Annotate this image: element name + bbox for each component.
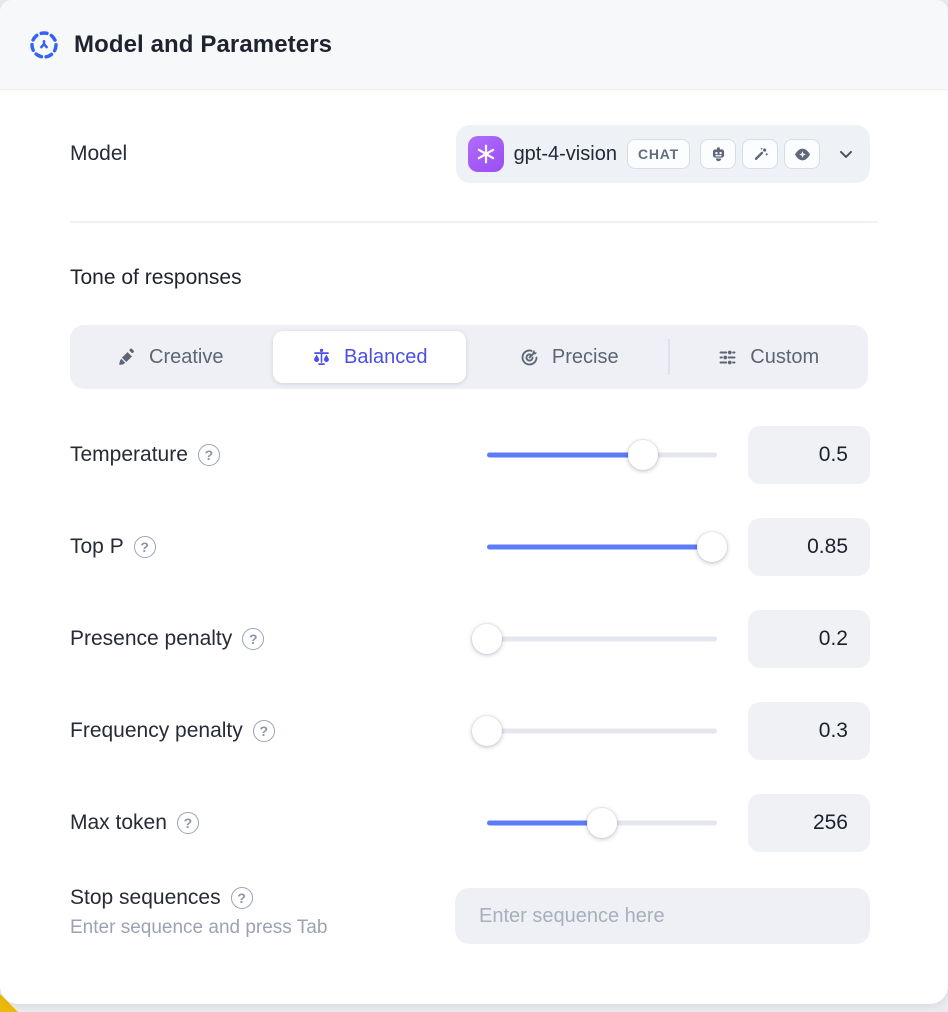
tone-tab-label: Creative xyxy=(149,345,224,368)
param-slider[interactable] xyxy=(487,440,717,470)
sliders-icon xyxy=(717,347,738,368)
param-row-frequency-penalty: Frequency penalty? 0.3 xyxy=(70,702,870,760)
param-row-temperature: Temperature? 0.5 xyxy=(70,426,870,484)
param-value[interactable]: 0.5 xyxy=(748,426,870,484)
slider-fill xyxy=(487,820,602,826)
param-row-presence-penalty: Presence penalty? 0.2 xyxy=(70,610,870,668)
tone-tab-creative[interactable]: Creative xyxy=(73,331,267,383)
tone-tab-custom[interactable]: Custom xyxy=(667,331,866,383)
paintbrush-icon xyxy=(116,347,137,368)
model-label: Model xyxy=(70,142,128,165)
help-icon[interactable]: ? xyxy=(197,444,220,466)
tone-tab-precise[interactable]: Precise xyxy=(472,331,666,383)
param-label: Frequency penalty xyxy=(70,719,243,742)
slider-thumb[interactable] xyxy=(697,532,728,562)
param-label: Presence penalty xyxy=(70,627,233,650)
slider-track[interactable] xyxy=(487,636,717,642)
tone-tab-label: Balanced xyxy=(344,345,428,368)
help-icon[interactable]: ? xyxy=(230,887,253,909)
param-value[interactable]: 0.2 xyxy=(748,610,870,668)
slider-thumb[interactable] xyxy=(472,624,502,654)
param-label: Max token xyxy=(70,811,167,834)
model-select-dropdown[interactable]: gpt-4-vision CHAT xyxy=(455,125,870,183)
param-value[interactable]: 0.3 xyxy=(748,702,870,760)
selected-model-name: gpt-4-vision xyxy=(513,142,617,165)
model-row: Model gpt-4-vi xyxy=(70,125,870,183)
param-value[interactable]: 0.85 xyxy=(748,518,870,576)
param-slider[interactable] xyxy=(487,808,717,838)
stop-sequence-input[interactable] xyxy=(455,888,870,944)
page-title: Model and Parameters xyxy=(74,30,333,58)
param-label: Temperature xyxy=(70,443,188,466)
slider-fill xyxy=(487,452,644,458)
chevron-down-icon xyxy=(836,144,856,164)
param-slider[interactable] xyxy=(472,624,717,654)
param-slider[interactable] xyxy=(487,532,728,562)
tone-tab-label: Precise xyxy=(551,345,619,368)
slider-fill xyxy=(487,544,713,550)
param-row-top-p: Top P? 0.85 xyxy=(70,518,870,576)
tone-section-title: Tone of responses xyxy=(70,266,242,289)
param-value[interactable]: 256 xyxy=(748,794,870,852)
section-divider xyxy=(70,221,878,223)
tone-segmented-control: Creative Balanced Precise Custom xyxy=(70,325,868,389)
param-row-max-token: Max token? 256 xyxy=(70,794,870,852)
slider-thumb[interactable] xyxy=(587,808,617,838)
help-icon[interactable]: ? xyxy=(176,812,199,834)
help-icon[interactable]: ? xyxy=(252,720,275,742)
robot-icon xyxy=(700,139,736,169)
panel-header: Model and Parameters xyxy=(0,0,948,90)
stop-sequences-label: Stop sequences xyxy=(70,886,221,909)
stop-sequences-row: Stop sequences ? Enter sequence and pres… xyxy=(70,886,870,948)
tone-tab-label: Custom xyxy=(750,345,820,368)
param-label: Top P xyxy=(70,535,124,558)
param-slider[interactable] xyxy=(472,716,717,746)
balance-scale-icon xyxy=(311,347,332,368)
openai-logo-icon xyxy=(467,136,504,172)
wand-sparkles-icon xyxy=(742,139,778,169)
chat-type-badge: CHAT xyxy=(626,139,690,169)
tone-tab-balanced[interactable]: Balanced xyxy=(272,331,466,383)
model-capability-chips xyxy=(700,139,820,169)
vision-eye-icon xyxy=(784,139,820,169)
slider-track[interactable] xyxy=(487,728,717,734)
ai-model-icon xyxy=(28,29,60,61)
stop-sequences-hint: Enter sequence and press Tab xyxy=(70,917,328,938)
help-icon[interactable]: ? xyxy=(242,628,265,650)
help-icon[interactable]: ? xyxy=(133,536,156,558)
target-icon xyxy=(519,347,540,368)
slider-thumb[interactable] xyxy=(472,716,502,746)
slider-thumb[interactable] xyxy=(628,440,659,470)
